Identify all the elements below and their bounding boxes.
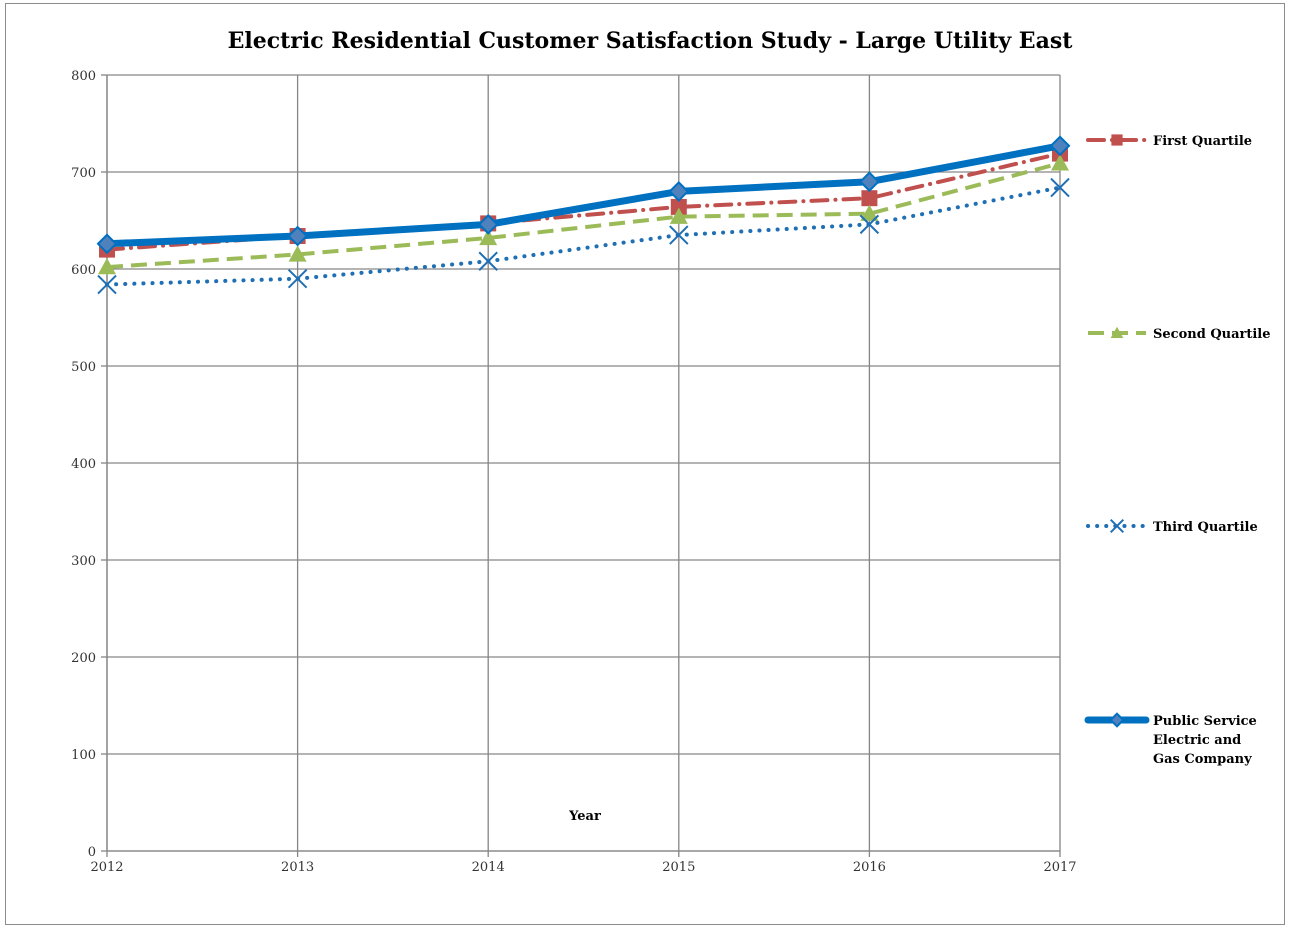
legend-label: Public Service <box>1153 714 1257 729</box>
x-axis-title: Year <box>568 809 601 824</box>
y-tick-label: 200 <box>71 651 96 666</box>
legend-label: Gas Company <box>1153 752 1252 767</box>
x-tick-label: 2016 <box>853 860 886 875</box>
data-point-x <box>1050 177 1070 198</box>
data-point-triangle <box>669 207 688 224</box>
series-2 <box>98 154 1069 275</box>
legend-label: First Quartile <box>1153 134 1252 149</box>
data-point-diamond <box>477 213 499 235</box>
series-4 <box>96 135 1071 255</box>
y-tick-label: 300 <box>71 554 96 569</box>
axes: 0 100 200 300 400 500 600 700 800 2012 2013 2014 201… <box>71 69 1076 875</box>
data-point-triangle <box>98 258 116 275</box>
series-line <box>103 142 1064 248</box>
legend: First Quartile Second Quartile Third Quart… <box>1084 134 1271 767</box>
y-tick-label: 800 <box>71 69 96 84</box>
x-tick-label: 2017 <box>1043 860 1076 875</box>
y-tick-label: 700 <box>71 166 96 181</box>
data-point-square <box>861 190 878 207</box>
x-tick-label: 2013 <box>281 860 314 875</box>
legend-marker <box>1109 712 1125 728</box>
data-point-x <box>859 214 880 235</box>
data-point-x <box>669 225 689 245</box>
data-point-x <box>97 274 117 295</box>
series-3 <box>97 177 1070 295</box>
chart-frame <box>5 3 1285 925</box>
y-tick-label: 0 <box>88 845 96 860</box>
data-point-diamond <box>287 225 309 247</box>
data-point-triangle <box>288 245 307 262</box>
legend-marker <box>1109 518 1125 534</box>
data-point-square <box>670 198 687 215</box>
data-point-diamond <box>96 233 118 255</box>
data-point-diamond <box>1049 135 1071 157</box>
data-point-x <box>287 268 308 289</box>
legend-item: Third Quartile <box>1086 518 1258 535</box>
data-point-diamond <box>858 171 880 193</box>
data-point-x <box>478 251 498 271</box>
y-tick-label: 100 <box>71 748 96 763</box>
y-tick-label: 500 <box>71 360 96 375</box>
legend-label: Electric and <box>1153 733 1241 748</box>
y-tick-label: 400 <box>71 457 96 472</box>
chart-title: Electric Residential Customer Satisfacti… <box>228 28 1074 54</box>
x-tick-label: 2014 <box>472 860 505 875</box>
data-point-triangle <box>860 204 879 221</box>
series-lines <box>96 135 1071 295</box>
gridlines <box>107 74 1060 852</box>
legend-label: Second Quartile <box>1153 327 1271 342</box>
x-tick-label: 2012 <box>90 860 123 875</box>
series-line <box>106 161 1061 270</box>
legend-label: Third Quartile <box>1153 520 1258 535</box>
data-point-diamond <box>668 180 690 202</box>
y-tick-label: 600 <box>71 263 96 278</box>
legend-marker <box>1110 326 1124 339</box>
data-point-triangle <box>1051 154 1069 171</box>
legend-item: Public Service Electric and Gas Company <box>1084 712 1257 767</box>
legend-marker <box>1111 134 1123 146</box>
legend-item: Second Quartile <box>1088 326 1271 342</box>
data-point-triangle <box>479 228 498 246</box>
legend-item: First Quartile <box>1086 134 1252 149</box>
x-tick-label: 2015 <box>662 860 695 875</box>
